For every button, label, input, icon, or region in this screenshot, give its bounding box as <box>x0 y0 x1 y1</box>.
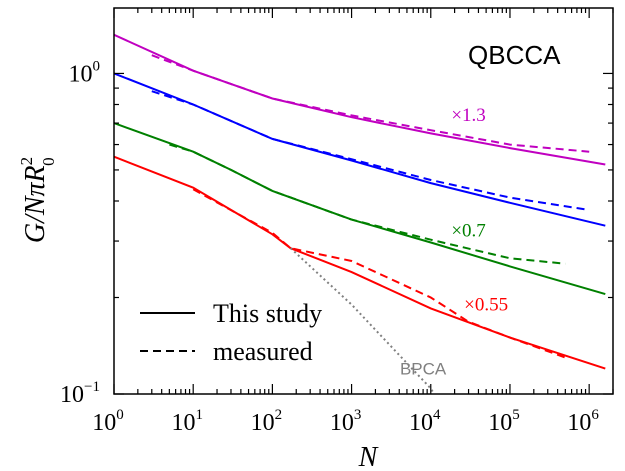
series-line-magenta-dashed <box>151 54 590 153</box>
legend-label-measured: measured <box>213 337 313 366</box>
legend: This study measured <box>140 299 322 366</box>
x-tick-label: 105 <box>488 407 520 436</box>
x-tick-label: 104 <box>409 407 441 436</box>
series-line-red-solid <box>114 155 606 370</box>
series-line-red-dashed <box>192 188 566 359</box>
y-axis-label: G/NπR <box>20 165 51 243</box>
annotation-scale-factor: ×0.7 <box>451 220 485 241</box>
x-tick-label: 106 <box>567 407 599 436</box>
series-line-green-dashed <box>169 143 566 265</box>
y-tick-label: 100 <box>69 58 101 87</box>
legend-label-this-study: This study <box>213 299 322 328</box>
x-tick-label: 103 <box>330 407 362 436</box>
series-layer <box>114 33 606 394</box>
y-axis-label-group: G/NπR2 0 <box>17 157 58 243</box>
labels-layer: 100 101 102 103 104 105 10610010−1×1.3×0.7×0.5… <box>60 58 599 436</box>
x-axis-label: N <box>358 442 379 471</box>
y-axis-label-sub: 0 <box>39 157 58 166</box>
annotation-bpca: BPCA <box>400 360 447 379</box>
annotation-scale-factor: ×0.55 <box>464 295 508 316</box>
annotation-scale-factor: ×1.3 <box>451 105 485 126</box>
chart-title: QBCCA <box>468 40 561 70</box>
series-line-blue-dashed <box>151 90 590 211</box>
x-tick-label: 101 <box>171 407 203 436</box>
x-tick-label: 100 <box>92 407 124 436</box>
series-line-bpca-dotted <box>289 247 435 394</box>
y-axis-label-sup: 2 <box>17 157 36 166</box>
ticks-layer <box>113 8 614 395</box>
x-tick-label: 102 <box>251 407 283 436</box>
y-tick-label: 10−1 <box>60 379 100 408</box>
